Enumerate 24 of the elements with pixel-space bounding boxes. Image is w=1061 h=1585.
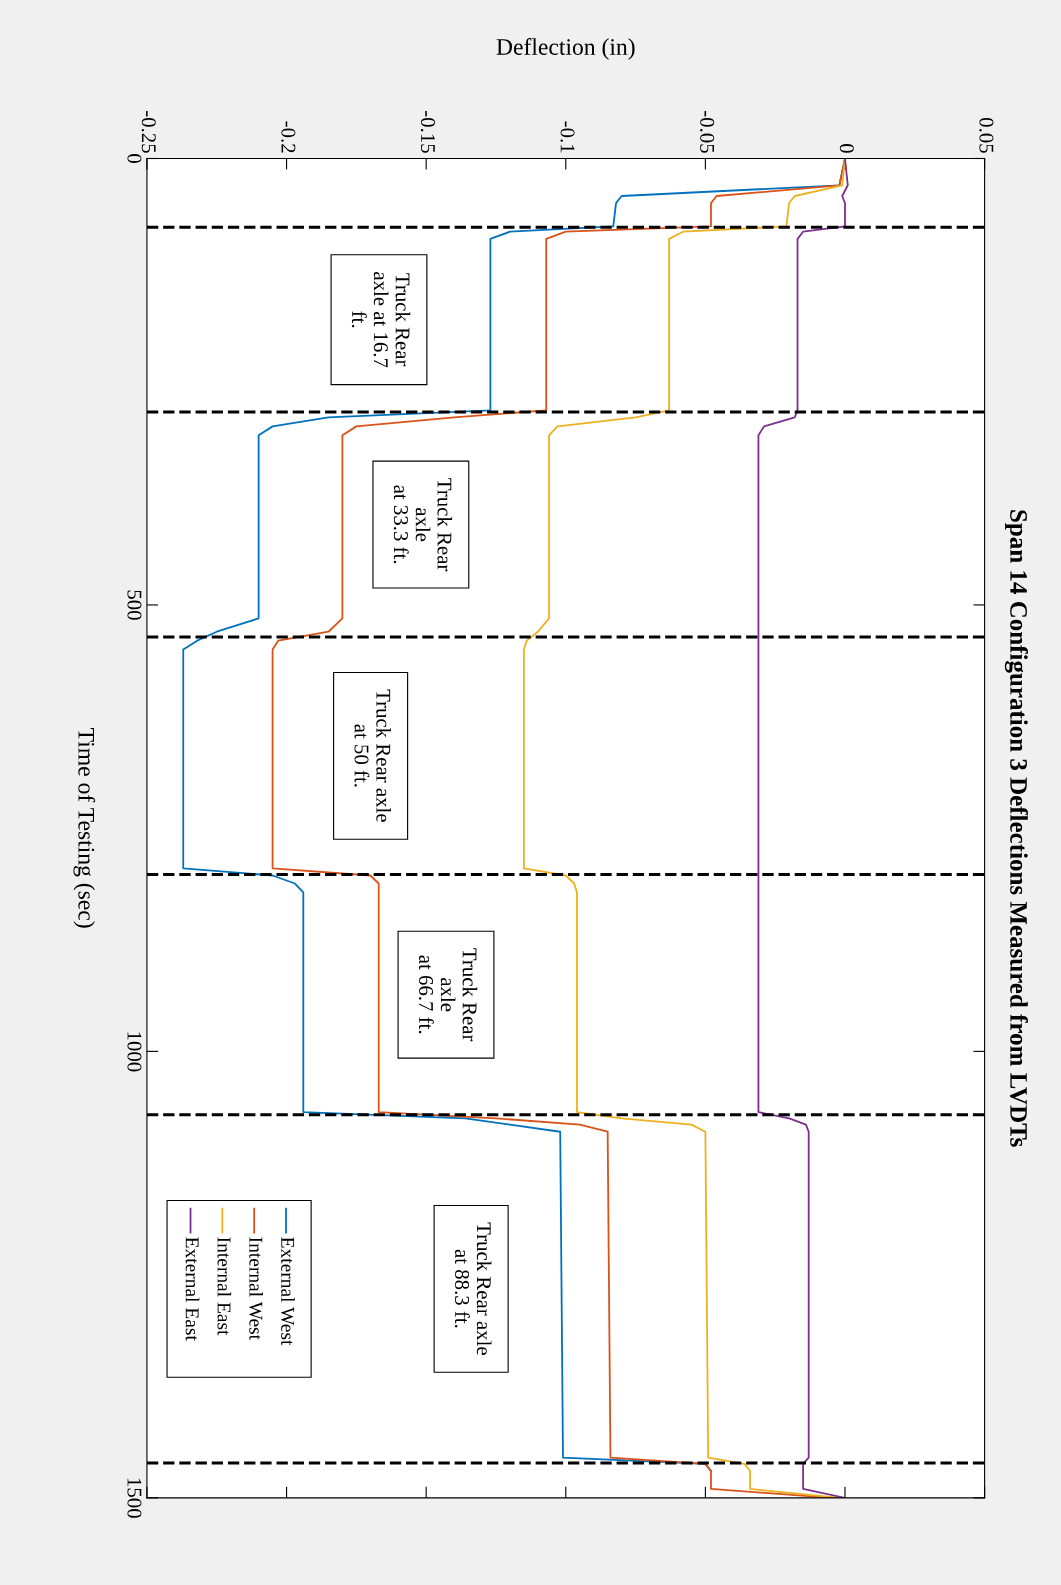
annotation: Truck Rear axle at 16.7 ft. xyxy=(351,272,411,368)
line-series xyxy=(757,158,849,1498)
annotation: Truck Rear axle at 33.3 ft. xyxy=(393,478,453,572)
legend-label: Internal East xyxy=(217,1237,232,1336)
x-tick-label: -0.25 xyxy=(141,111,156,153)
text: Span 14 Configuration 3 Deflections Measured from LVDTs xyxy=(1004,510,1028,1147)
y-axis-title: Time of Testing (sec) xyxy=(73,728,96,928)
y-tick-label: 1500 xyxy=(127,1478,142,1518)
x-tick-label: 0.05 xyxy=(979,117,994,153)
x-tick-label: -0.2 xyxy=(281,121,296,153)
legend-label: Internal West xyxy=(249,1237,263,1340)
annotation: Truck Rear axle at 66.7 ft. xyxy=(418,948,478,1042)
x-tick-label: 0 xyxy=(839,144,854,153)
annotation: Truck Rear axle at 88.3 ft. xyxy=(454,1222,492,1355)
annotation: Truck Rear axle at 50 ft. xyxy=(354,689,391,822)
y-tick-label: 500 xyxy=(127,590,142,620)
y-tick-label: 1000 xyxy=(127,1032,142,1072)
x-tick-label: -0.15 xyxy=(420,111,436,153)
x-tick-label: -0.05 xyxy=(700,111,715,153)
y-tick-label: 0 xyxy=(127,154,142,163)
legend-label: External East xyxy=(185,1237,200,1341)
x-tick-label: -0.1 xyxy=(560,121,575,153)
legend-label: External West xyxy=(281,1237,295,1346)
x-axis-title: Deflection (in) xyxy=(496,38,635,60)
